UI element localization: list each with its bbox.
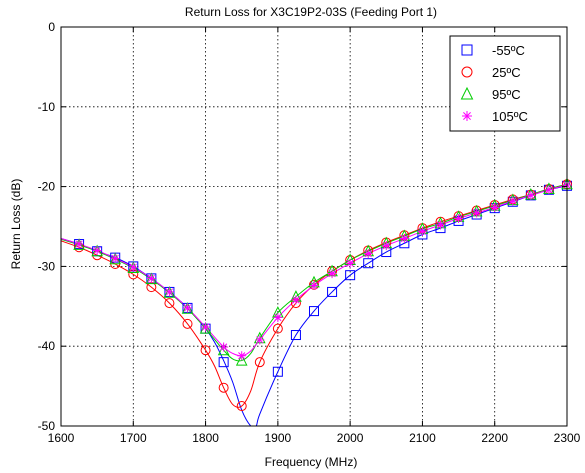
data-point	[327, 286, 338, 297]
data-point	[508, 196, 518, 206]
data-point	[345, 258, 355, 268]
data-point	[110, 253, 120, 263]
y-tick-label: 0	[48, 20, 55, 34]
data-point	[273, 312, 283, 322]
y-tick-label: -40	[38, 339, 56, 353]
data-point	[462, 111, 472, 121]
data-point	[237, 351, 247, 361]
data-point	[182, 318, 193, 329]
data-point	[526, 190, 536, 200]
data-point	[200, 345, 211, 356]
series-markers	[73, 177, 573, 412]
grid-lines	[61, 27, 567, 426]
series-line	[61, 183, 567, 408]
data-point	[201, 322, 211, 332]
y-tick-label: -10	[38, 100, 56, 114]
x-tick-label: 2100	[409, 431, 436, 445]
data-point	[254, 357, 265, 368]
data-point	[164, 287, 174, 297]
data-point	[272, 366, 283, 377]
data-point	[309, 281, 319, 291]
data-point	[199, 322, 212, 334]
data-point	[490, 202, 500, 212]
data-point	[472, 208, 482, 218]
legend-label: -55ºC	[492, 43, 525, 58]
data-point	[417, 226, 427, 236]
x-tick-label: 1800	[192, 431, 219, 445]
data-point	[363, 249, 373, 259]
data-point	[345, 270, 356, 281]
data-point	[544, 185, 554, 195]
legend-label: 95ºC	[492, 87, 521, 102]
data-point	[291, 295, 301, 305]
data-point	[399, 233, 409, 243]
x-tick-label: 1900	[265, 431, 292, 445]
x-tick-label: 2200	[481, 431, 508, 445]
data-point	[272, 323, 283, 334]
y-tick-label: -20	[38, 180, 56, 194]
legend-label: 105ºC	[492, 109, 528, 124]
data-point	[454, 214, 464, 224]
data-point	[363, 258, 374, 269]
data-point	[309, 306, 319, 317]
data-point	[436, 220, 445, 230]
y-tick-label: -30	[38, 259, 56, 273]
chart-title: Return Loss for X3C19P2-03S (Feeding Por…	[185, 5, 437, 19]
data-point	[460, 86, 474, 100]
data-point	[74, 239, 84, 249]
data-point	[236, 401, 247, 412]
data-point	[461, 44, 473, 56]
data-point	[218, 357, 229, 368]
data-point	[218, 382, 229, 393]
data-point	[92, 245, 102, 255]
y-tick-label: -50	[38, 419, 56, 433]
plot-area-frame	[60, 26, 568, 427]
data-point	[381, 241, 391, 251]
data-point	[183, 303, 192, 313]
data-point	[461, 66, 473, 78]
data-point	[255, 335, 265, 345]
x-axis-label: Frequency (MHz)	[265, 455, 358, 469]
data-point	[128, 262, 138, 272]
x-tick-label: 1600	[48, 431, 75, 445]
data-point	[146, 273, 156, 283]
series-lines	[61, 183, 567, 426]
data-point	[290, 330, 301, 341]
data-point	[164, 298, 175, 309]
x-tick-label: 2000	[337, 431, 364, 445]
x-tick-label: 2300	[554, 431, 581, 445]
data-point	[219, 342, 229, 352]
x-tick-label: 1700	[120, 431, 147, 445]
y-axis-label: Return Loss (dB)	[9, 179, 23, 270]
data-point	[235, 353, 248, 366]
legend-label: 25ºC	[492, 65, 521, 80]
legend: -55ºC 25ºC 95ºC 105ºC	[449, 35, 561, 132]
data-point	[327, 269, 337, 279]
axis-ticks: 1600 1700 1800 1900 2000 2100 2200 2300 0 -10 -20 -…	[38, 20, 581, 445]
